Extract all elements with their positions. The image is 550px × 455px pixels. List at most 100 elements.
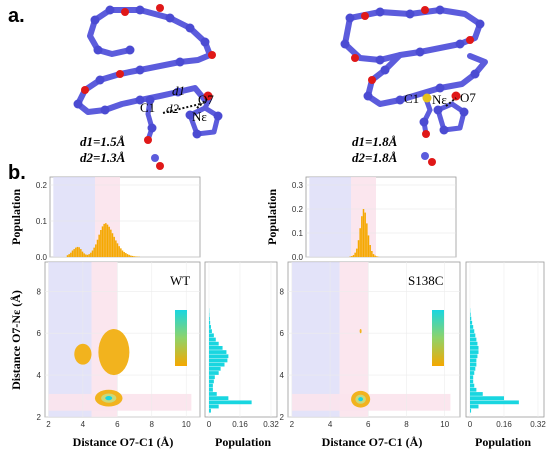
marginal-bar: [470, 396, 504, 401]
marginal-bar: [209, 400, 252, 405]
x-tick-label: 8: [404, 420, 409, 429]
marginal-bar: [470, 366, 476, 371]
contour-wt: 2 4 6 8 10 2 4 6 8: [37, 262, 200, 429]
d2-symbol: d2: [166, 101, 180, 116]
marginal-bar: [470, 341, 478, 346]
y-tick-label: 2: [37, 413, 42, 422]
x-tick-label: 6: [115, 420, 120, 429]
x-tick-label: 4: [328, 420, 333, 429]
x-tick-label: 0: [468, 420, 473, 429]
x-tick-label: 8: [150, 420, 155, 429]
histogram-bar: [357, 240, 360, 257]
y-tick-label: 6: [37, 329, 42, 338]
oxygen-atoms: [81, 4, 216, 170]
marginal-bar: [209, 341, 219, 346]
histogram-bar: [121, 250, 124, 257]
atom-ne-label: Nε: [432, 92, 447, 107]
histogram-bar: [103, 223, 105, 257]
x-tick-label: 4: [81, 420, 86, 429]
cysteine-chain: [421, 93, 433, 137]
marginal-bar: [470, 333, 476, 338]
histogram-bar: [367, 235, 370, 257]
histogram-bar: [70, 252, 72, 257]
marginal-bar: [470, 312, 471, 317]
band-blue: [291, 262, 340, 417]
histogram-bar: [128, 254, 130, 257]
marginal-bar: [470, 387, 477, 392]
histogram-bar: [376, 256, 378, 257]
histogram-bar: [351, 256, 353, 257]
histogram-bar: [95, 244, 97, 257]
atom-ne-label: Nε: [192, 109, 207, 124]
histogram-bar: [111, 233, 114, 257]
histogram-bar: [123, 251, 125, 257]
population-ylabel-wt: Population: [9, 189, 23, 245]
y-tick-label: 4: [280, 371, 285, 380]
d2-value: d2=1.3Å: [80, 150, 126, 165]
marginal-bar: [470, 329, 475, 334]
x-tick-label: 2: [46, 420, 51, 429]
histogram-bar: [100, 230, 102, 257]
density-contour: [359, 329, 362, 334]
histogram-bar: [85, 254, 87, 257]
hist-top-s138c: 0.0 0.1 0.2 0.3: [292, 177, 456, 262]
histogram-bar: [359, 228, 361, 257]
histogram-bar: [115, 240, 117, 257]
marginal-bar: [470, 325, 474, 329]
marginal-bar: [209, 379, 214, 384]
marginal-bar: [470, 400, 519, 405]
x-tick-label: 0.32: [530, 420, 546, 429]
histogram-bar: [110, 229, 112, 257]
marginal-bar: [209, 404, 219, 409]
atoms: [73, 5, 223, 139]
histogram-bar: [125, 253, 127, 257]
variant-label-wt: WT: [170, 273, 190, 288]
structure-wt: C1 O7 Nε d1 d2 d1=1.5Å d2=1.3Å: [73, 4, 223, 170]
x-axis-title-wt: Distance O7-C1 (Å): [73, 435, 174, 449]
histogram-bar: [78, 247, 80, 257]
marginal-bar: [470, 392, 483, 396]
histogram-bar: [126, 254, 129, 257]
y-tick-label: 0.1: [292, 229, 304, 238]
marginal-bar: [209, 320, 211, 325]
density-contour-core: [105, 396, 113, 401]
histogram-bar: [80, 249, 82, 257]
hist-side-wt: 0 0.16 0.32: [207, 262, 279, 429]
x-tick-label: 10: [440, 420, 449, 429]
y-tick-label: 0.0: [36, 253, 48, 262]
density-contour: [74, 343, 92, 365]
band-blue: [53, 177, 95, 257]
histogram-bar: [83, 253, 85, 257]
colorbar-wt: [175, 310, 187, 366]
marginal-bar: [470, 320, 473, 325]
hist-side-wt-frame: [204, 261, 278, 418]
marginal-bar: [209, 383, 213, 388]
panel-b-label: b.: [8, 162, 26, 184]
histogram-bar: [130, 255, 132, 257]
marginal-bar: [470, 371, 475, 375]
marginal-bar: [470, 383, 475, 388]
sulfur-atom: [422, 93, 432, 103]
panel-a-label: a.: [8, 5, 25, 27]
histogram-bar: [98, 234, 100, 257]
histogram-bar: [116, 243, 119, 257]
marginal-bar: [470, 408, 472, 413]
marginal-bar: [209, 333, 214, 338]
marginal-bar: [209, 337, 216, 342]
histogram-bar: [372, 254, 375, 257]
hist-side-s138c-frame: [465, 261, 545, 418]
histogram-bar: [131, 255, 134, 257]
y-tick-label: 0.1: [36, 217, 48, 226]
y-axis-title: Distance O7-Nε (Å): [9, 290, 23, 390]
histogram-bar: [113, 236, 115, 257]
band-pink-horizontal: [291, 393, 451, 411]
population-xlabel-wt: Population: [215, 435, 271, 449]
histogram-bar: [354, 252, 356, 257]
marginal-bar: [470, 404, 479, 409]
marginal-bar: [470, 350, 479, 354]
marginal-bar: [209, 325, 211, 329]
histogram-bar: [73, 249, 75, 257]
x-tick-label: 0.32: [263, 420, 279, 429]
histogram-bar: [120, 248, 122, 257]
